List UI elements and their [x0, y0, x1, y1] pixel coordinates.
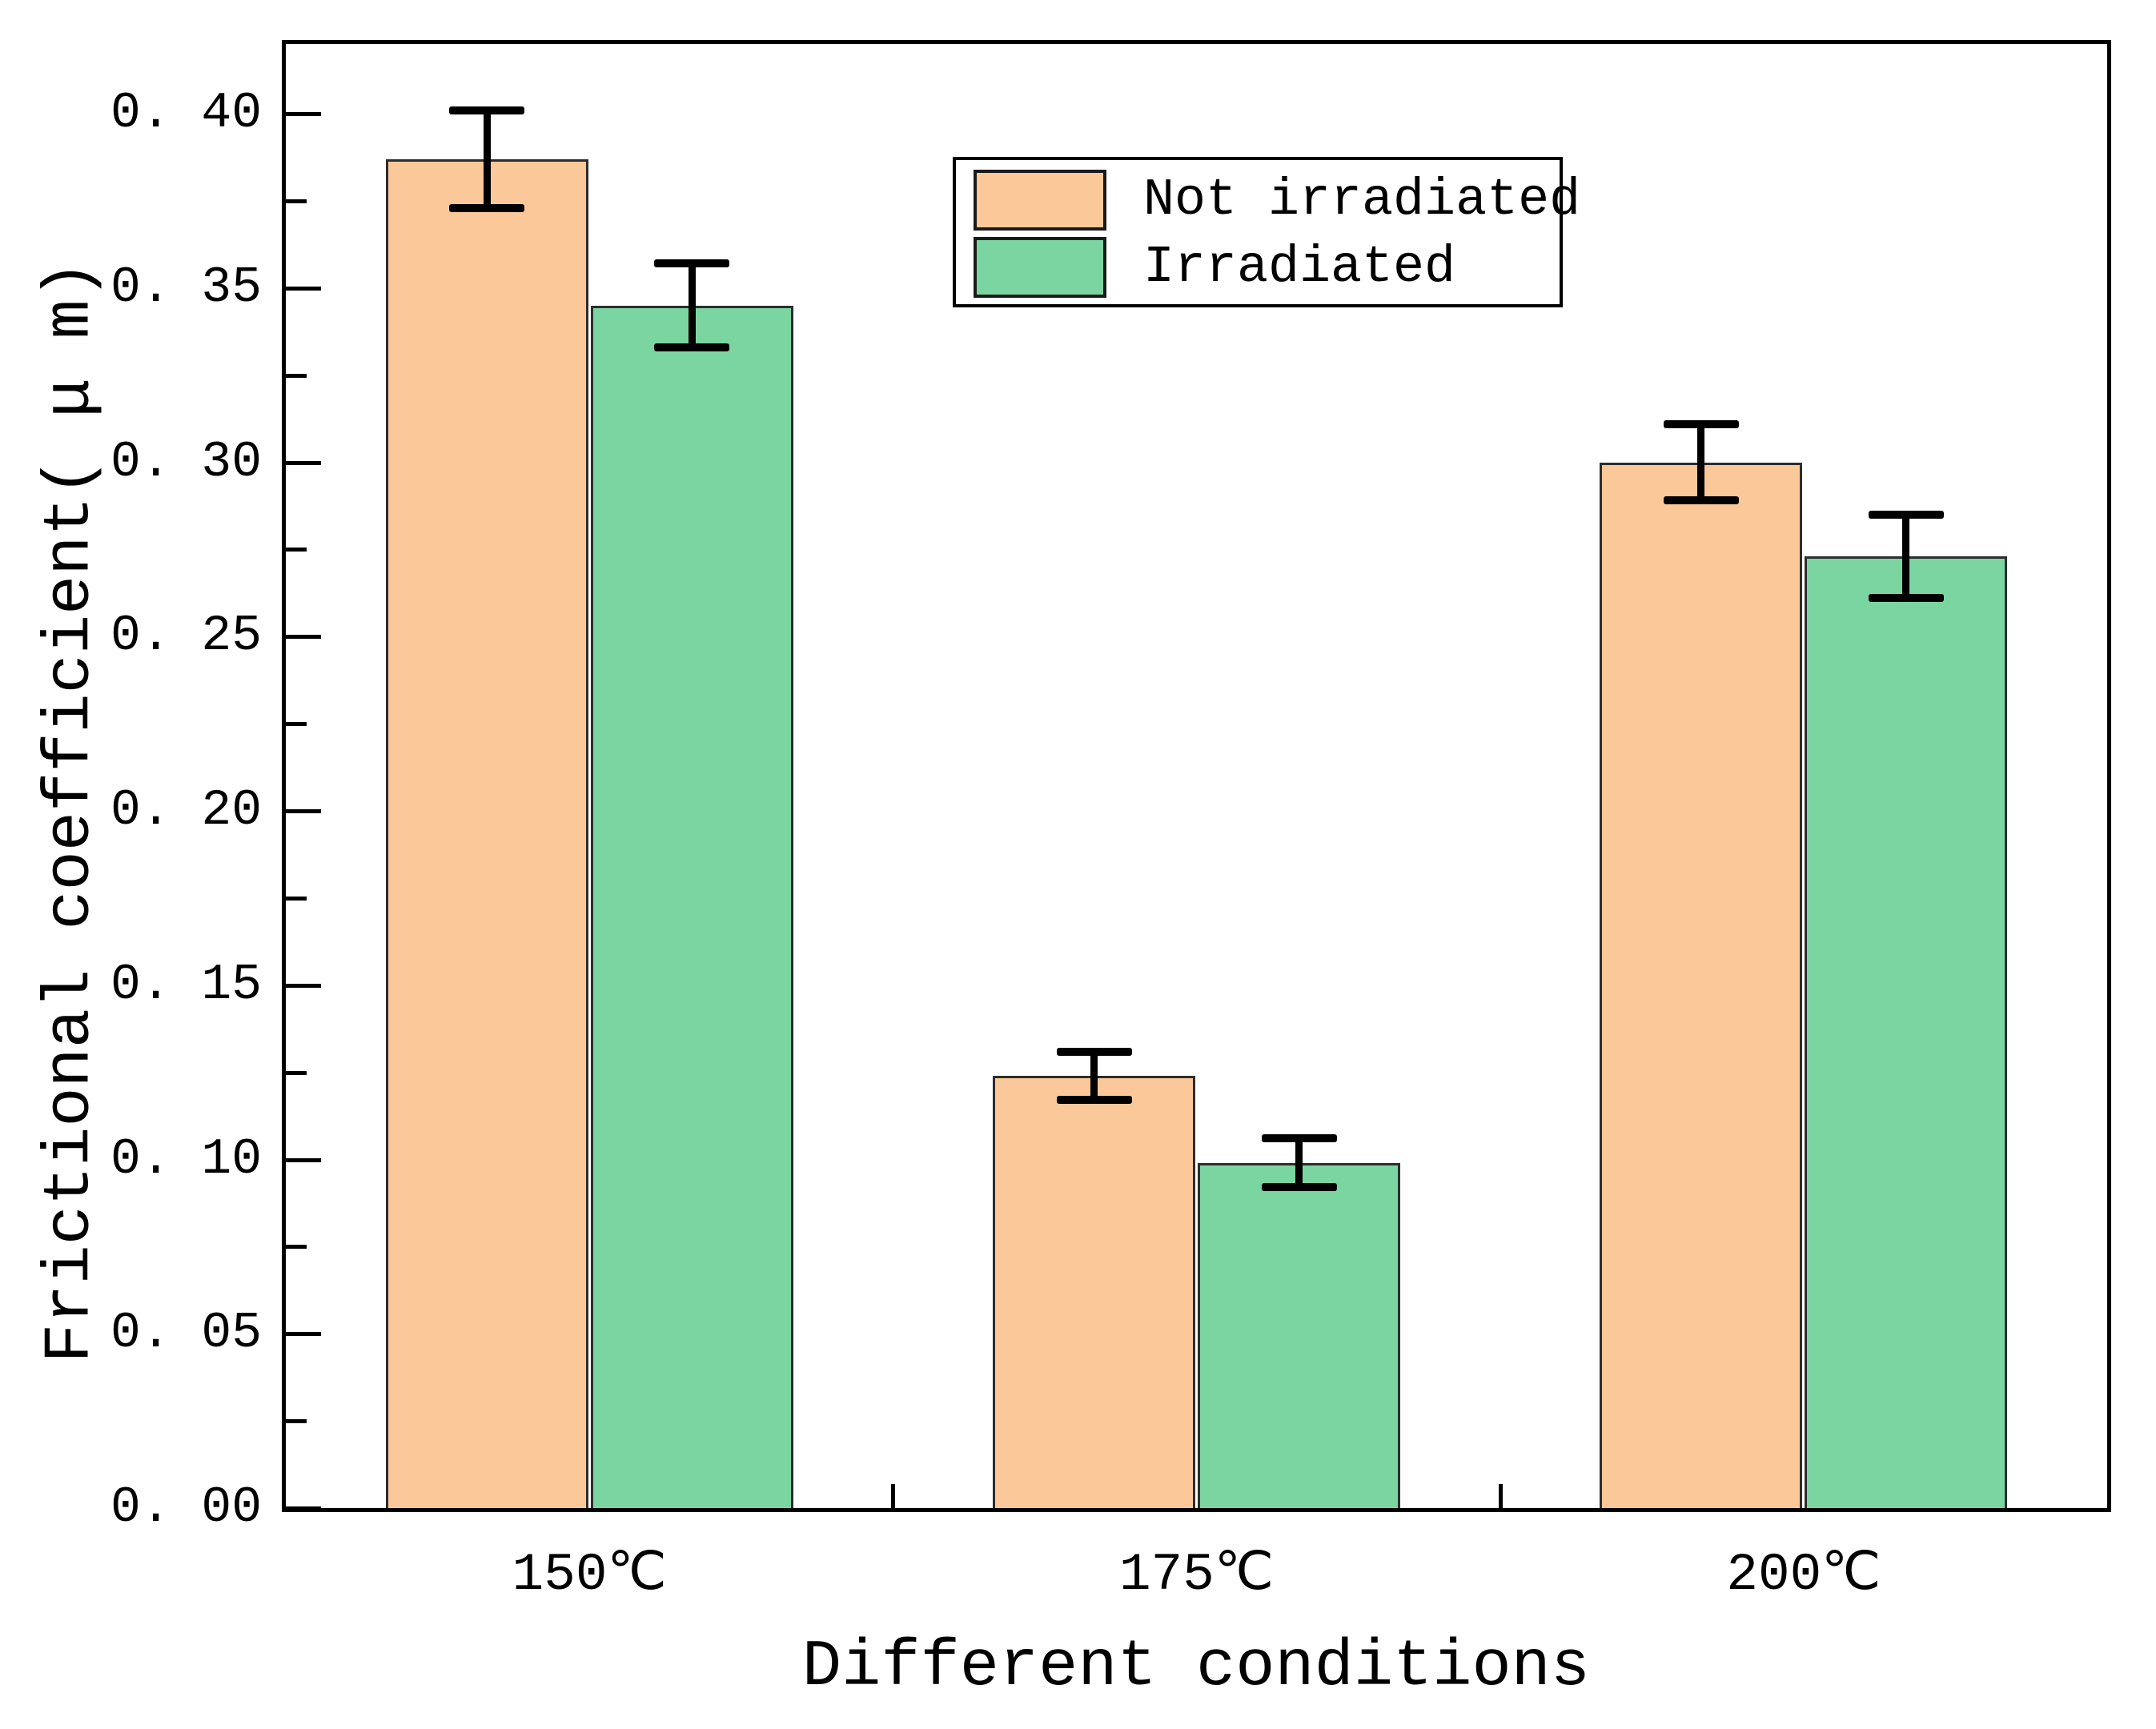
bar-irradiated-150℃	[590, 305, 793, 1508]
y-minor-tick	[286, 548, 307, 552]
y-major-tick	[286, 1157, 321, 1162]
legend-swatch-irradiated	[974, 237, 1106, 298]
legend-swatch-not-irradiated	[974, 170, 1106, 231]
y-tick-label: 0. 10	[110, 1130, 262, 1188]
y-minor-tick	[286, 896, 307, 901]
y-major-tick	[286, 286, 321, 291]
y-major-tick	[286, 1506, 321, 1510]
x-tick-label-150c: 150℃	[512, 1545, 667, 1605]
error-bar-cap-bottom	[654, 343, 730, 351]
error-bar-stem	[483, 110, 491, 208]
y-minor-tick	[286, 1070, 307, 1075]
legend-item-irradiated: Irradiated	[974, 237, 1456, 298]
error-bar-cap-top	[449, 106, 525, 114]
legend-label-not-irradiated: Not irradiated	[1143, 170, 1581, 230]
legend-label-irradiated: Irradiated	[1143, 238, 1456, 297]
bar-irradiated-200℃	[1805, 556, 2008, 1508]
y-tick-label: 0. 05	[110, 1305, 262, 1362]
error-bar-cap-top	[654, 259, 730, 268]
error-bar-stem	[1902, 514, 1910, 599]
y-major-tick	[286, 983, 321, 988]
error-bar-cap-bottom	[1868, 594, 1944, 603]
y-tick-label: 0. 35	[110, 259, 262, 316]
x-tick-label-175c: 175℃	[1119, 1545, 1274, 1605]
error-bar-cap-bottom	[1261, 1183, 1337, 1192]
x-boundary-tick	[891, 1484, 896, 1508]
error-bar-cap-top	[1261, 1134, 1337, 1143]
y-minor-tick	[286, 373, 307, 378]
bar-not-irradiated-200℃	[1600, 462, 1803, 1508]
error-bar-stem	[1295, 1138, 1303, 1188]
error-bar-stem	[1090, 1051, 1098, 1101]
bar-irradiated-175℃	[1198, 1162, 1400, 1508]
y-tick-label: 0. 00	[110, 1479, 262, 1536]
x-boundary-tick	[1498, 1484, 1503, 1508]
x-tick-label-200c: 200℃	[1726, 1545, 1881, 1605]
error-bar-stem	[688, 263, 696, 347]
y-minor-tick	[286, 722, 307, 727]
error-bar-stem	[1697, 423, 1705, 501]
error-bar-cap-bottom	[1056, 1096, 1132, 1105]
x-axis-title: Different conditions	[801, 1630, 1591, 1704]
error-bar-cap-top	[1868, 510, 1944, 519]
y-tick-label: 0. 20	[110, 782, 262, 840]
legend-item-not-irradiated: Not irradiated	[974, 170, 1581, 231]
error-bar-cap-bottom	[449, 203, 525, 212]
y-minor-tick	[286, 199, 307, 203]
y-tick-label: 0. 30	[110, 433, 262, 491]
y-tick-label: 0. 40	[110, 85, 262, 142]
y-major-tick	[286, 635, 321, 640]
y-tick-label: 0. 15	[110, 956, 262, 1013]
y-minor-tick	[286, 1419, 307, 1424]
y-tick-label: 0. 25	[110, 608, 262, 665]
error-bar-cap-bottom	[1663, 496, 1739, 505]
y-minor-tick	[286, 1245, 307, 1250]
legend: Not irradiated Irradiated	[953, 157, 1580, 307]
error-bar-cap-top	[1663, 419, 1739, 428]
bar-not-irradiated-175℃	[993, 1076, 1195, 1508]
bar-not-irradiated-150℃	[385, 158, 588, 1508]
y-major-tick	[286, 1332, 321, 1337]
y-major-tick	[286, 112, 321, 117]
y-major-tick	[286, 460, 321, 465]
y-major-tick	[286, 809, 321, 814]
error-bar-cap-top	[1056, 1047, 1132, 1056]
